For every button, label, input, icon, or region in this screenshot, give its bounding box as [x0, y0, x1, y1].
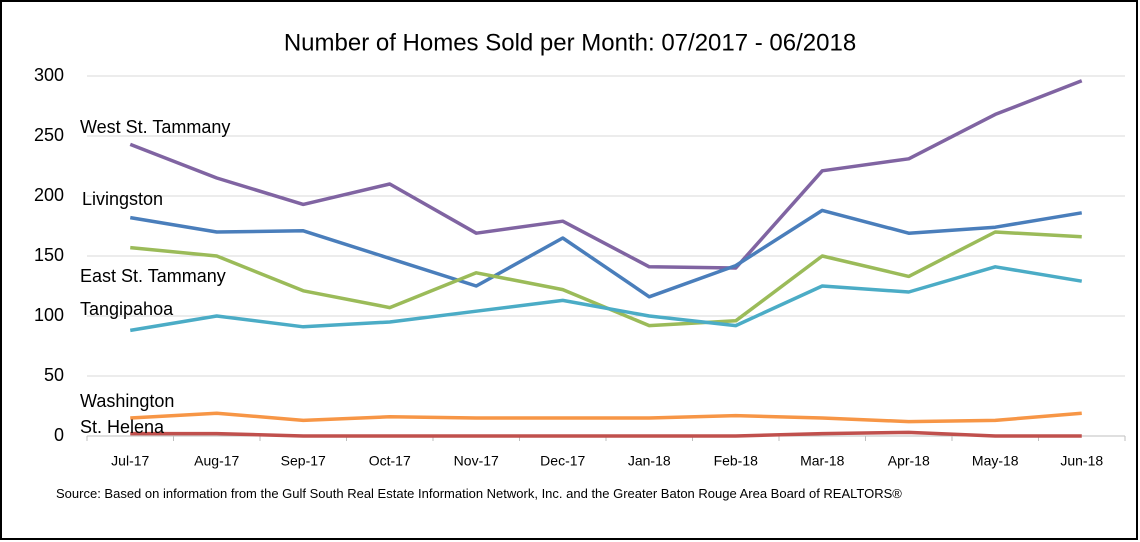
x-tick-label: Jun-18	[1060, 453, 1103, 469]
x-tick-label: Aug-17	[194, 453, 239, 469]
x-tick-label: Mar-18	[800, 453, 845, 469]
x-tick-label: Dec-17	[540, 453, 585, 469]
x-tick-label: Oct-17	[369, 453, 411, 469]
series-line	[129, 208, 1083, 299]
series-line	[130, 230, 1082, 328]
chart-title: Number of Homes Sold per Month: 07/2017 …	[284, 29, 856, 56]
y-tick-label: 50	[44, 365, 64, 385]
y-tick-label: 250	[34, 125, 64, 145]
x-tick-label: Jan-18	[628, 453, 671, 469]
x-tick-label: Nov-17	[454, 453, 499, 469]
series-label: Tangipahoa	[80, 299, 174, 319]
series-label: Washington	[80, 391, 174, 411]
series-label: Livingston	[82, 189, 163, 209]
x-tick-label: Apr-18	[888, 453, 930, 469]
y-tick-label: 300	[34, 65, 64, 85]
x-tick-label: Sep-17	[281, 453, 326, 469]
series-label: East St. Tammany	[80, 266, 226, 286]
series-label: St. Helena	[80, 417, 165, 437]
series-line	[129, 79, 1083, 270]
x-tick-label: Feb-18	[714, 453, 759, 469]
x-tick-label: May-18	[972, 453, 1019, 469]
series-line	[129, 265, 1083, 333]
y-tick-label: 100	[34, 305, 64, 325]
series-line	[130, 430, 1082, 438]
y-tick-label: 200	[34, 185, 64, 205]
y-tick-label: 0	[54, 425, 64, 445]
source-note: Source: Based on information from the Gu…	[56, 486, 902, 501]
y-tick-label: 150	[34, 245, 64, 265]
series-line	[130, 411, 1082, 424]
series-label: West St. Tammany	[80, 117, 230, 137]
x-tick-label: Jul-17	[111, 453, 149, 469]
